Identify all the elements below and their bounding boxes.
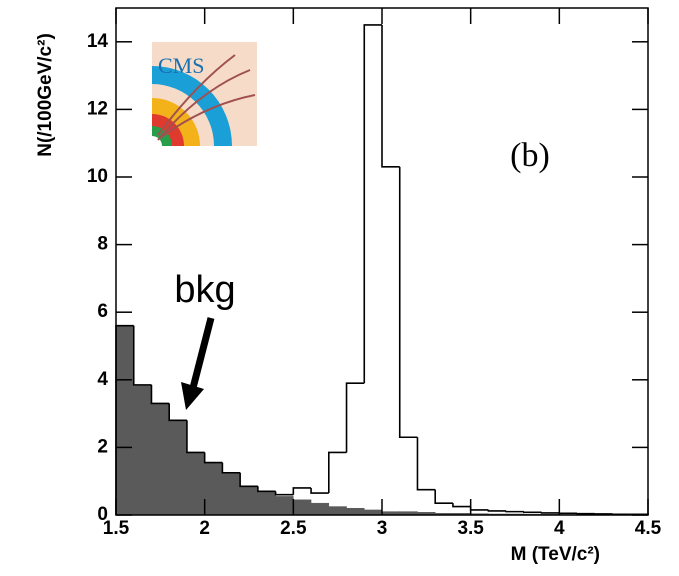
histogram-step [134,326,152,385]
bar [205,463,223,515]
bar [240,486,258,515]
histogram-step [276,491,294,494]
annotation: bkg [174,269,235,311]
bar [187,452,205,515]
y-tick-label: 2 [97,436,108,457]
arrow [193,318,211,388]
histogram-step [240,473,258,487]
y-tick-label: 8 [97,234,108,255]
x-tick-label: 2.5 [280,518,307,539]
arrow-head [181,382,204,410]
histogram-step [293,488,311,495]
histogram-step [542,512,560,513]
histogram-step [524,512,542,513]
y-tick-label: 12 [87,98,108,119]
histogram-step [151,385,169,404]
y-tick-label: 10 [87,166,108,187]
annotation: (b) [510,137,550,174]
y-tick-label: 14 [87,31,109,52]
histogram-step [329,452,347,493]
histogram-step [400,167,418,437]
x-axis-label: M (TeV/c²) [511,544,600,565]
histogram-step [187,420,205,452]
histogram-step [347,383,365,452]
logo-text: CMS [158,53,204,78]
histogram-step [205,452,223,462]
bar [347,508,365,515]
histogram-step [222,463,240,473]
bar [169,420,187,515]
x-tick-label: 1.5 [103,518,130,539]
x-tick-label: 2 [199,518,210,539]
y-tick-label: 4 [97,369,108,390]
bar [134,385,152,515]
histogram-step [506,511,524,512]
x-tick-label: 4 [554,518,565,539]
bar [364,510,382,515]
bar [293,500,311,515]
x-tick-label: 3.5 [457,518,484,539]
bar [276,496,294,515]
histogram-step [453,503,471,506]
y-axis-label: N(/100GeV/c²) [35,33,56,157]
y-tick-label: 6 [97,301,108,322]
x-tick-label: 3 [377,518,388,539]
histogram-step [471,507,489,510]
bar [222,473,240,515]
histogram-step [417,437,435,489]
bar [116,326,134,515]
bar [311,503,329,515]
bar [258,491,276,515]
bar [329,507,347,515]
histogram-step [488,510,506,511]
x-tick-label: 4.5 [635,518,662,539]
histogram-step [258,486,276,491]
histogram-step [311,488,329,493]
histogram-step [435,490,453,504]
histogram-step [169,403,187,420]
histogram-step [364,25,382,383]
histogram-step [382,25,400,167]
bar [151,403,169,515]
